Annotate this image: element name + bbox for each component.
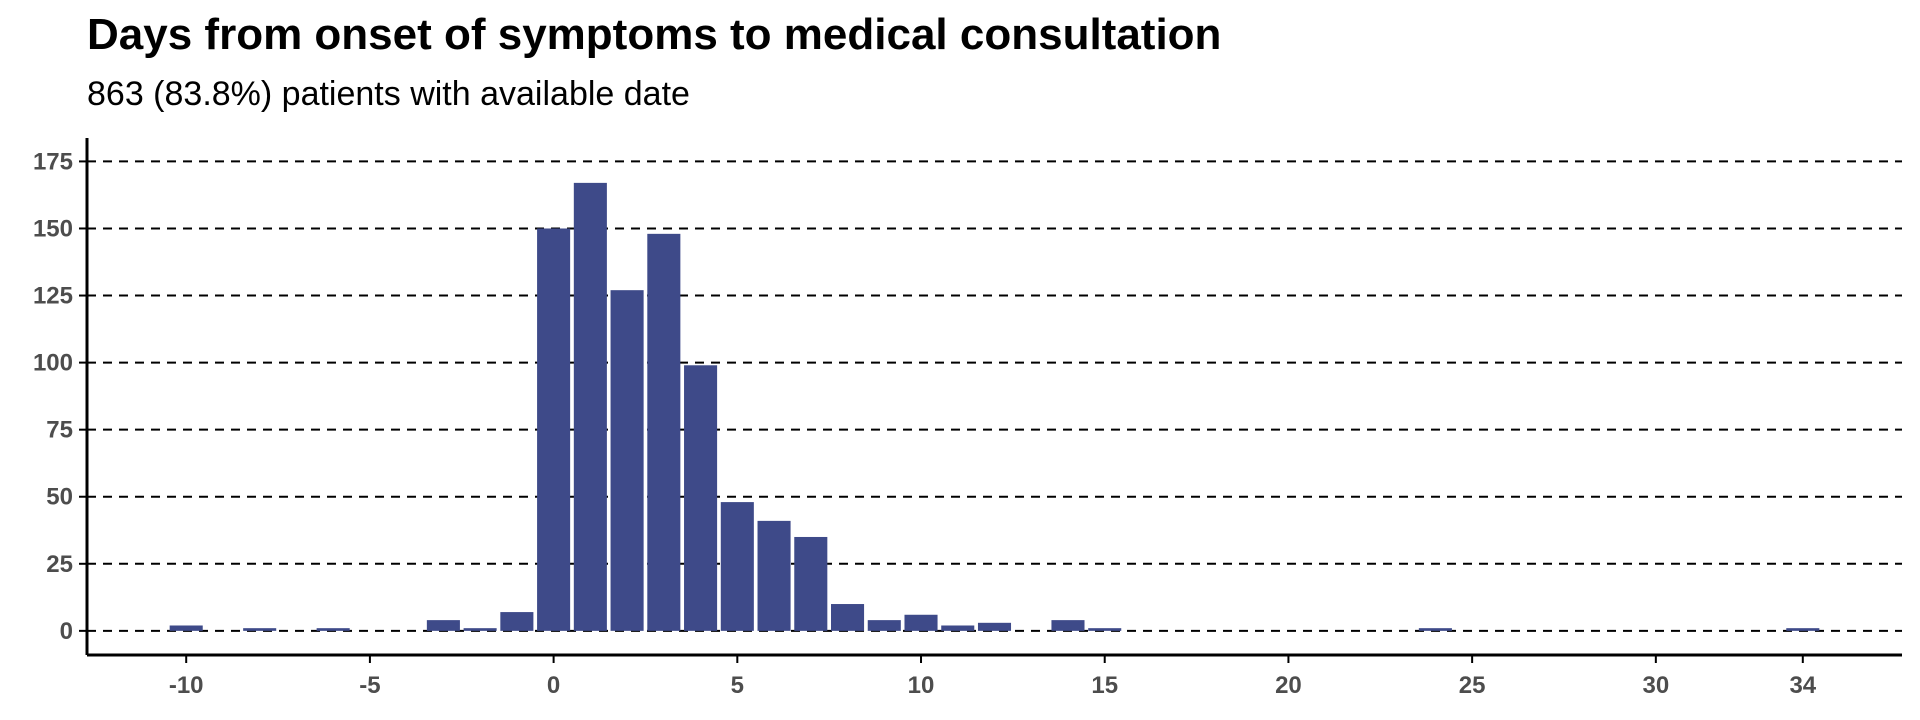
bar-day-2 [610, 290, 644, 631]
chart-subtitle: 863 (83.8%) patients with available date [87, 75, 690, 113]
y-tick-label-100: 100 [33, 350, 73, 377]
bar-day-14 [1051, 620, 1085, 631]
y-tick-label-25: 25 [46, 551, 73, 578]
bar-day-4 [684, 365, 718, 631]
y-tick-label-125: 125 [33, 283, 73, 310]
grid-lines [87, 160, 1902, 632]
axes [79, 138, 1902, 663]
y-tick-label-175: 175 [33, 148, 73, 175]
bar-day-8 [831, 604, 865, 631]
x-tick-label-25: 25 [1459, 672, 1486, 699]
bar-day-0 [537, 228, 571, 631]
x-tick-label-5: 5 [731, 672, 744, 699]
bar-day-6 [757, 520, 791, 631]
bar-day-1 [573, 182, 607, 631]
bar-day--3 [426, 620, 460, 631]
bar-day-24 [1418, 628, 1452, 631]
x-tick-label-20: 20 [1275, 672, 1302, 699]
chart-title: Days from onset of symptoms to medical c… [87, 10, 1222, 59]
x-tick-label-15: 15 [1091, 672, 1118, 699]
bar-day-9 [867, 620, 901, 631]
x-tick-label-30: 30 [1642, 672, 1669, 699]
y-tick-label-150: 150 [33, 215, 73, 242]
y-tick-label-50: 50 [46, 484, 73, 511]
bar-day--6 [316, 628, 350, 631]
y-tick-label-75: 75 [46, 417, 73, 444]
x-tick-label--10: -10 [169, 672, 204, 699]
bar-day--8 [243, 628, 277, 631]
bar-day-7 [794, 536, 828, 631]
bar-day-34 [1786, 628, 1820, 631]
y-tick-label-0: 0 [60, 618, 73, 645]
y-tick-labels: 0 25 50 75 100 125 150 175 [33, 148, 73, 644]
bars [169, 182, 1820, 631]
x-tick-labels: -10 -5 0 5 10 15 20 25 30 34 [169, 672, 1817, 699]
x-tick-label-10: 10 [908, 672, 935, 699]
bar-day--2 [463, 628, 497, 631]
bar-day-15 [1088, 628, 1122, 631]
bar-day-11 [941, 625, 975, 631]
bar-day-5 [720, 502, 754, 631]
x-tick-label--5: -5 [359, 672, 380, 699]
bar-day-3 [647, 233, 681, 631]
bar-day-12 [977, 622, 1012, 631]
bar-day--1 [500, 612, 534, 631]
bar-day-10 [904, 614, 938, 631]
bar-day--10 [169, 625, 203, 631]
x-tick-label-0: 0 [547, 672, 560, 699]
x-tick-label-34: 34 [1789, 672, 1816, 699]
